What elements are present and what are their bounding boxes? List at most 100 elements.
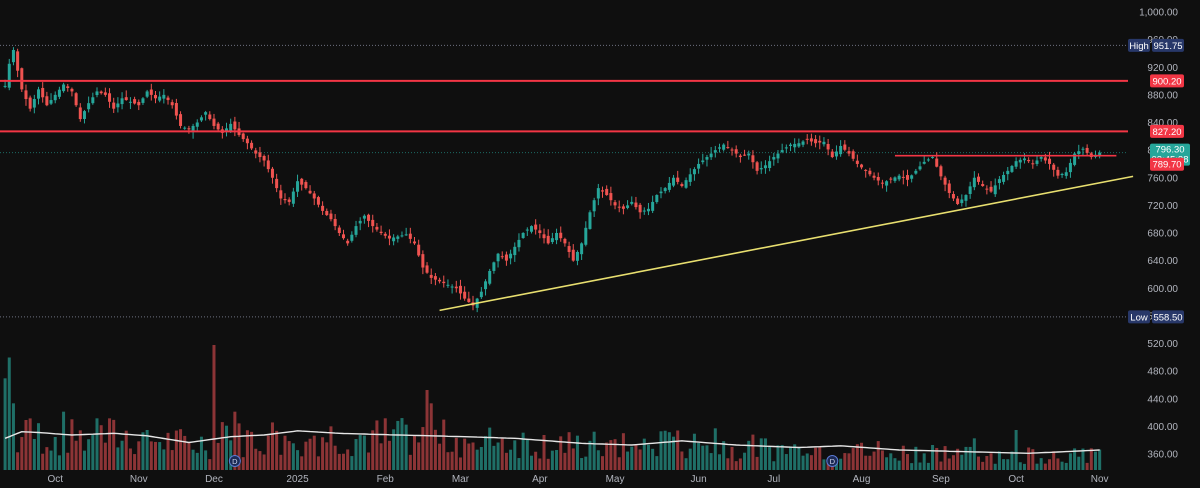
volume-bar bbox=[901, 445, 905, 470]
volume-bar bbox=[141, 432, 145, 470]
candle-body bbox=[484, 281, 488, 290]
candle-body bbox=[283, 199, 287, 201]
candle bbox=[1035, 155, 1039, 167]
candle-body bbox=[442, 281, 446, 284]
candle-body bbox=[1014, 161, 1018, 167]
volume-bar bbox=[471, 442, 475, 470]
candle-body bbox=[24, 90, 28, 100]
candle-body bbox=[312, 193, 316, 199]
volume-bar bbox=[208, 459, 212, 470]
candle-body bbox=[371, 219, 375, 227]
volume-bar bbox=[943, 446, 947, 470]
candle bbox=[893, 176, 897, 183]
candle bbox=[567, 241, 571, 258]
volume-bar bbox=[1002, 459, 1006, 470]
volume-bar bbox=[672, 436, 676, 470]
volume-bar bbox=[124, 430, 128, 470]
candle bbox=[517, 233, 521, 252]
dividend-marker-label: D bbox=[232, 457, 238, 466]
candle bbox=[755, 160, 759, 175]
y-tick-label: 760.00 bbox=[1147, 173, 1178, 184]
candle bbox=[575, 250, 579, 266]
volume-bar bbox=[204, 450, 208, 470]
candle-body bbox=[425, 265, 429, 273]
candle bbox=[626, 200, 630, 210]
support-trendline[interactable] bbox=[439, 175, 1134, 312]
volume-bar bbox=[567, 432, 571, 470]
volume-bar bbox=[371, 430, 375, 470]
candle-body bbox=[174, 103, 178, 116]
candle-body bbox=[417, 244, 421, 256]
candle-body bbox=[458, 285, 462, 294]
volume-bar bbox=[458, 457, 462, 470]
candle-body bbox=[16, 51, 20, 71]
volume-bar bbox=[408, 454, 412, 470]
volume-bar bbox=[617, 457, 621, 470]
volume-bar bbox=[935, 447, 939, 470]
volume-bar bbox=[354, 439, 358, 470]
dividend-marker[interactable]: D bbox=[826, 455, 839, 467]
volume-bar bbox=[479, 447, 483, 470]
candle bbox=[793, 138, 797, 153]
volume-bar bbox=[868, 455, 872, 470]
volume-bar bbox=[425, 390, 429, 470]
candle bbox=[897, 173, 901, 182]
candle-body bbox=[325, 210, 329, 216]
candle-body bbox=[1056, 169, 1060, 176]
candle bbox=[308, 185, 312, 195]
candle bbox=[337, 225, 341, 237]
candle bbox=[37, 86, 41, 105]
candle bbox=[985, 185, 989, 195]
candle bbox=[638, 202, 642, 219]
candle-body bbox=[74, 93, 78, 106]
candle bbox=[212, 113, 216, 130]
x-tick-label: Feb bbox=[377, 474, 395, 485]
candle-body bbox=[429, 274, 433, 278]
volume-bar bbox=[467, 443, 471, 470]
candle-body bbox=[964, 195, 968, 201]
candle-body bbox=[241, 133, 245, 140]
candle bbox=[362, 214, 366, 224]
candle-body bbox=[11, 49, 15, 63]
volume-bar bbox=[229, 440, 233, 470]
volume-bar bbox=[960, 454, 964, 470]
candle-body bbox=[592, 200, 596, 212]
candle bbox=[458, 279, 462, 300]
candle-body bbox=[266, 160, 270, 170]
candle bbox=[371, 214, 375, 233]
candle-body bbox=[534, 224, 538, 230]
candle-body bbox=[784, 147, 788, 149]
volume-bar bbox=[926, 462, 930, 470]
candle-body bbox=[245, 138, 249, 144]
volume-bar bbox=[387, 440, 391, 470]
high-badge-value: 951.75 bbox=[1153, 41, 1182, 52]
candle bbox=[1098, 150, 1102, 159]
candle bbox=[676, 170, 680, 185]
volume-bar bbox=[609, 440, 613, 470]
candle-body bbox=[145, 91, 149, 97]
volume-bar bbox=[956, 448, 960, 470]
prior-close-badge-bg bbox=[1150, 157, 1184, 171]
candle-body bbox=[49, 100, 53, 104]
volume-bar bbox=[162, 449, 166, 470]
candle-body bbox=[584, 227, 588, 245]
volume-bar bbox=[860, 442, 864, 470]
candle bbox=[743, 149, 747, 157]
volume-bar bbox=[743, 452, 747, 470]
candle-body bbox=[321, 205, 325, 211]
volume-bar bbox=[847, 453, 851, 470]
candle bbox=[404, 227, 408, 236]
resistance-lines bbox=[0, 79, 1128, 157]
volume-bar bbox=[250, 431, 254, 470]
candle-body bbox=[559, 232, 563, 239]
dividend-marker[interactable]: D bbox=[228, 455, 241, 467]
candle bbox=[525, 227, 529, 236]
candle-body bbox=[99, 91, 103, 94]
candle bbox=[905, 169, 909, 187]
volume-bar bbox=[814, 447, 818, 470]
candle-body bbox=[542, 234, 546, 239]
candle bbox=[7, 58, 11, 91]
